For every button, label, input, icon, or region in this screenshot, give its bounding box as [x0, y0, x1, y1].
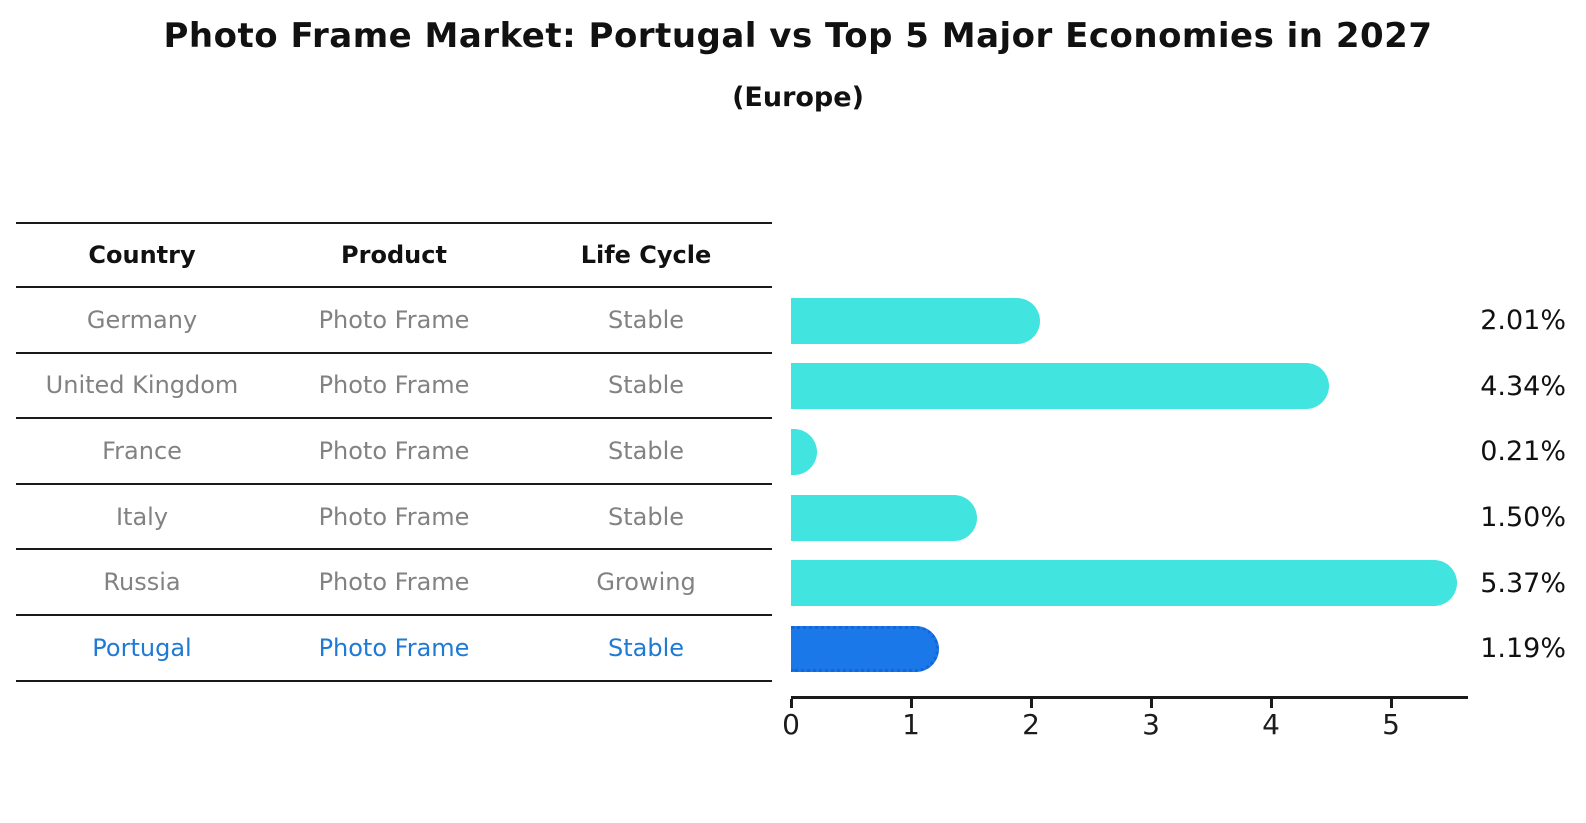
cell-product: Photo Frame — [318, 633, 470, 662]
value-label-france: 0.21% — [1480, 436, 1566, 468]
cell-country: Germany — [86, 305, 198, 334]
bar-italy — [791, 494, 977, 541]
table-header-row: Country Product Life Cycle — [16, 222, 772, 288]
bar-germany — [791, 297, 1040, 344]
table-row-france: France Photo Frame Stable — [16, 419, 772, 485]
x-tick-label: 1 — [902, 708, 920, 741]
cell-country: Portugal — [92, 633, 192, 662]
x-tick-mark — [1030, 699, 1033, 708]
x-tick-label: 0 — [782, 708, 800, 741]
cell-life-cycle: Stable — [607, 436, 685, 465]
x-tick-label: 3 — [1142, 708, 1160, 741]
cell-country: Italy — [115, 502, 169, 531]
chart-title: Photo Frame Market: Portugal vs Top 5 Ma… — [163, 16, 1433, 56]
x-tick-mark — [1150, 699, 1153, 708]
country-table: Country Product Life Cycle Germany Photo… — [16, 222, 772, 682]
cell-life-cycle: Stable — [607, 371, 685, 400]
cell-product: Photo Frame — [318, 371, 470, 400]
value-label-russia: 5.37% — [1480, 567, 1566, 599]
value-label-united-kingdom: 4.34% — [1480, 370, 1566, 402]
table-row-russia: Russia Photo Frame Growing — [16, 550, 772, 616]
x-tick-mark — [1390, 699, 1393, 708]
x-tick-mark — [790, 699, 793, 708]
table-row-united-kingdom: United Kingdom Photo Frame Stable — [16, 354, 772, 420]
cell-product: Photo Frame — [318, 568, 470, 597]
cell-life-cycle: Stable — [607, 633, 685, 662]
table-header-life-cycle: Life Cycle — [580, 241, 712, 269]
cell-country: Russia — [103, 568, 181, 597]
cell-country: United Kingdom — [45, 371, 239, 400]
bar-france — [791, 429, 817, 475]
table-row-italy: Italy Photo Frame Stable — [16, 485, 772, 551]
x-tick-label: 4 — [1262, 708, 1280, 741]
cell-life-cycle: Stable — [607, 502, 685, 531]
x-axis-line — [791, 696, 1468, 699]
table-row-portugal: Portugal Photo Frame Stable — [16, 616, 772, 682]
table-row-germany: Germany Photo Frame Stable — [16, 288, 772, 354]
bar-portugal — [791, 625, 939, 672]
x-tick-mark — [1270, 699, 1273, 708]
cell-product: Photo Frame — [318, 305, 470, 334]
table-header-product: Product — [341, 241, 447, 269]
bar-united-kingdom — [791, 363, 1329, 410]
value-label-italy: 1.50% — [1480, 502, 1566, 534]
cell-product: Photo Frame — [318, 502, 470, 531]
cell-product: Photo Frame — [318, 436, 470, 465]
bar-russia — [791, 560, 1457, 607]
cell-life-cycle: Stable — [607, 305, 685, 334]
table-header-country: Country — [88, 241, 196, 269]
value-label-germany: 2.01% — [1480, 305, 1566, 337]
value-label-portugal: 1.19% — [1480, 633, 1566, 665]
cell-country: France — [102, 436, 182, 465]
x-tick-label: 2 — [1022, 708, 1040, 741]
cell-life-cycle: Growing — [596, 568, 696, 597]
x-tick-label: 5 — [1382, 708, 1400, 741]
chart-subtitle: (Europe) — [732, 82, 864, 113]
x-tick-mark — [910, 699, 913, 708]
